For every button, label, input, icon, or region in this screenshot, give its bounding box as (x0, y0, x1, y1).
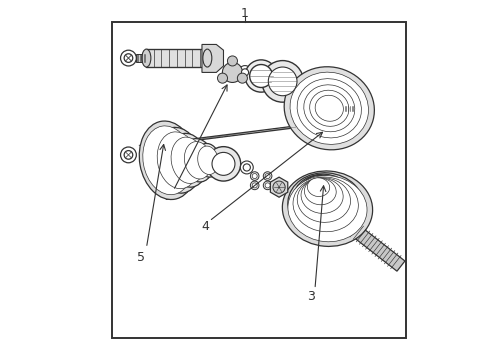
Circle shape (250, 181, 259, 190)
Bar (112, 22, 406, 338)
Ellipse shape (297, 178, 350, 222)
Ellipse shape (196, 143, 220, 177)
Polygon shape (136, 54, 147, 62)
Polygon shape (346, 221, 405, 271)
Circle shape (245, 60, 277, 92)
Polygon shape (343, 106, 354, 111)
Ellipse shape (182, 139, 214, 182)
Circle shape (227, 56, 238, 66)
Circle shape (265, 183, 270, 188)
Ellipse shape (297, 175, 346, 216)
Ellipse shape (184, 141, 212, 179)
Ellipse shape (203, 49, 212, 67)
Ellipse shape (310, 90, 349, 126)
Circle shape (250, 64, 272, 87)
Ellipse shape (300, 81, 359, 135)
Ellipse shape (157, 132, 198, 189)
Ellipse shape (290, 72, 368, 144)
Ellipse shape (154, 127, 202, 193)
Polygon shape (270, 177, 288, 197)
Ellipse shape (292, 74, 367, 143)
Text: 2: 2 (164, 190, 172, 203)
Ellipse shape (142, 49, 151, 67)
Circle shape (222, 62, 243, 82)
Polygon shape (141, 124, 318, 147)
Circle shape (269, 67, 297, 96)
Ellipse shape (171, 137, 205, 184)
Ellipse shape (304, 85, 355, 132)
Ellipse shape (301, 176, 339, 207)
Polygon shape (202, 44, 223, 72)
Ellipse shape (288, 176, 367, 242)
Ellipse shape (305, 176, 332, 199)
Circle shape (124, 54, 133, 62)
Circle shape (262, 60, 303, 102)
Circle shape (263, 172, 272, 180)
Circle shape (121, 50, 136, 66)
Circle shape (263, 181, 272, 190)
Ellipse shape (315, 95, 343, 121)
Circle shape (121, 147, 136, 163)
Circle shape (238, 66, 252, 79)
Text: 1: 1 (241, 7, 249, 20)
Ellipse shape (293, 177, 358, 232)
Circle shape (240, 161, 253, 174)
Circle shape (252, 174, 257, 179)
Text: 3: 3 (307, 290, 315, 303)
Circle shape (252, 183, 257, 188)
Circle shape (242, 69, 248, 76)
Ellipse shape (139, 121, 196, 199)
Text: 4: 4 (201, 220, 210, 233)
Ellipse shape (293, 174, 355, 226)
Circle shape (218, 73, 227, 83)
Circle shape (265, 174, 270, 179)
Circle shape (237, 73, 247, 83)
Ellipse shape (284, 67, 374, 150)
Ellipse shape (313, 93, 346, 123)
Ellipse shape (288, 173, 364, 236)
Ellipse shape (307, 178, 330, 197)
Ellipse shape (282, 171, 372, 246)
Ellipse shape (304, 178, 336, 205)
Ellipse shape (169, 133, 208, 187)
Ellipse shape (197, 146, 219, 175)
Circle shape (124, 150, 133, 159)
Ellipse shape (301, 178, 343, 213)
Circle shape (273, 181, 285, 193)
Circle shape (243, 164, 250, 171)
Ellipse shape (143, 126, 193, 195)
Text: 5: 5 (137, 251, 145, 264)
Circle shape (212, 152, 235, 175)
Ellipse shape (307, 87, 352, 129)
Ellipse shape (297, 79, 362, 138)
Polygon shape (147, 49, 207, 67)
Circle shape (206, 147, 241, 181)
Circle shape (250, 172, 259, 180)
